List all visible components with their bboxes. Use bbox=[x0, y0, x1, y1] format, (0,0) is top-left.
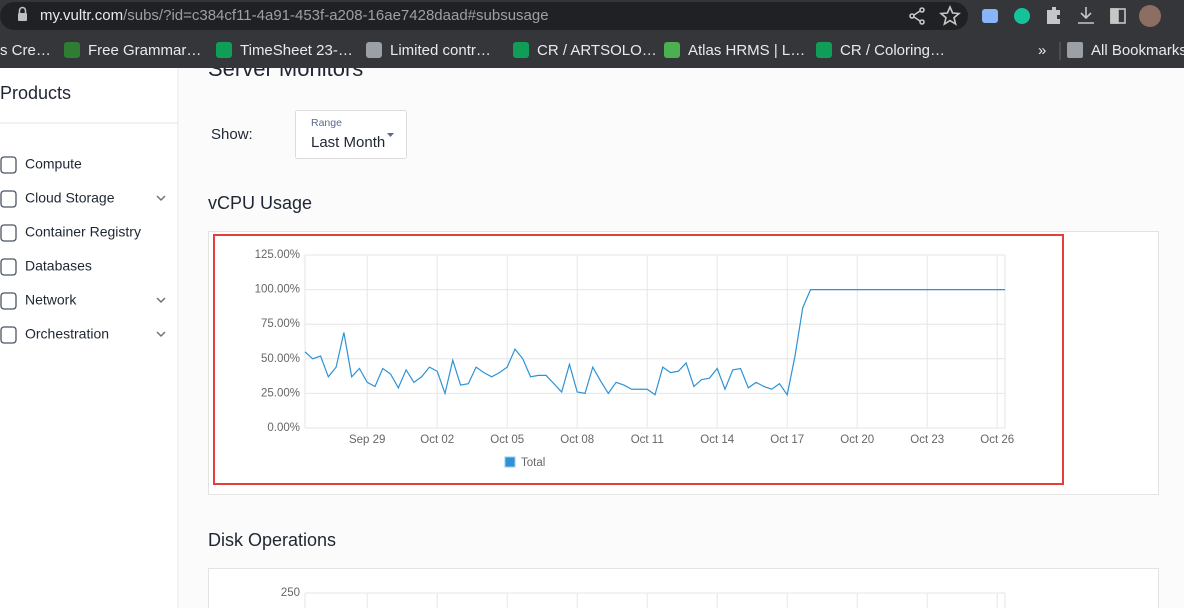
toolbar-icons[interactable] bbox=[909, 4, 1161, 27]
y-tick-label: 100.00% bbox=[255, 284, 300, 296]
bookmark[interactable]: Limited contr… bbox=[390, 42, 491, 59]
x-tick-label: Oct 23 bbox=[910, 434, 944, 446]
bookmark[interactable]: CR / Coloring… bbox=[840, 42, 945, 59]
bookmark-icon bbox=[1067, 42, 1083, 58]
range-select[interactable] bbox=[295, 110, 407, 159]
sidebar-item[interactable]: Compute bbox=[25, 156, 82, 172]
x-tick-label: Sep 29 bbox=[349, 434, 385, 446]
bookmark-icon bbox=[816, 42, 832, 58]
legend-label[interactable]: Total bbox=[521, 457, 545, 469]
y-tick-label: 0.00% bbox=[267, 422, 300, 434]
item-icon bbox=[0, 156, 17, 174]
x-tick-label: Oct 14 bbox=[700, 434, 734, 446]
lock-icon bbox=[18, 6, 27, 21]
x-tick-label: Oct 20 bbox=[840, 434, 874, 446]
sidebar-item[interactable]: Cloud Storage bbox=[25, 190, 115, 206]
chevrons[interactable] bbox=[156, 195, 166, 338]
url-host: my.vultr.com bbox=[40, 7, 123, 24]
cpu-chart: 0.00% 25.00% 50.00% 75.00% 100.00% 125.00% Sep… bbox=[255, 249, 1015, 469]
url[interactable]: my.vultr.com/subs/?id=c384cf11-4a91-453f… bbox=[40, 7, 549, 24]
x-tick-label: Oct 02 bbox=[420, 434, 454, 446]
sidebar-item[interactable]: Network bbox=[25, 292, 77, 308]
sidebar-items: Compute Cloud Storage Container Registry Da… bbox=[0, 156, 141, 344]
bookmarks-bar: s Cre… Free Grammar… TimeSheet 23-… Limited… bbox=[0, 42, 1184, 60]
bookmark-icon bbox=[664, 42, 680, 58]
x-tick-label: Oct 08 bbox=[560, 434, 594, 446]
y-tick-label: 125.00% bbox=[255, 249, 300, 261]
chart-title: vCPU Usage bbox=[208, 193, 312, 213]
sidebar-title: Products bbox=[0, 83, 71, 103]
select-caret bbox=[387, 133, 394, 137]
bookmark[interactable]: TimeSheet 23-… bbox=[240, 42, 353, 59]
disk-chart: 250 bbox=[281, 587, 1006, 608]
show-label: Show: bbox=[211, 126, 253, 143]
bookmark-icon bbox=[366, 42, 382, 58]
range-value: Last Month bbox=[311, 134, 385, 151]
data-line bbox=[304, 289, 1005, 397]
y-tick-label: 250 bbox=[281, 587, 300, 599]
item-icon bbox=[0, 224, 17, 242]
bookmark[interactable]: Atlas HRMS | L… bbox=[688, 42, 805, 59]
y-tick-label: 25.00% bbox=[261, 387, 300, 399]
bookmark-icon bbox=[513, 42, 529, 58]
chart-panel bbox=[208, 568, 1159, 608]
range-label: Range bbox=[311, 117, 342, 129]
bookmark-icon bbox=[216, 42, 232, 58]
item-icon bbox=[0, 190, 17, 208]
bookmark[interactable]: s Cre… bbox=[0, 42, 51, 59]
sidebar bbox=[0, 68, 178, 608]
sidebar-item[interactable]: Container Registry bbox=[25, 224, 141, 240]
chart-panel bbox=[208, 231, 1159, 495]
bookmark[interactable]: Free Grammar… bbox=[88, 42, 201, 59]
x-tick-label: Oct 05 bbox=[490, 434, 524, 446]
address-bar[interactable] bbox=[0, 2, 968, 30]
x-tick-label: Oct 11 bbox=[631, 434, 664, 446]
bookmark-icon bbox=[64, 42, 80, 58]
x-tick-label: Oct 17 bbox=[770, 434, 804, 446]
bookmark[interactable]: » bbox=[1038, 42, 1046, 59]
bookmark[interactable]: All Bookmarks bbox=[1091, 42, 1184, 59]
bookmark[interactable]: CR / ARTSOLO… bbox=[537, 42, 657, 59]
y-tick-label: 75.00% bbox=[261, 318, 300, 330]
chart-title: Disk Operations bbox=[208, 530, 336, 550]
sidebar-item[interactable]: Orchestration bbox=[25, 326, 109, 342]
highlight-box bbox=[213, 234, 1064, 485]
y-tick-label: 50.00% bbox=[261, 353, 300, 365]
x-tick-label: Oct 26 bbox=[980, 434, 1014, 446]
item-icon bbox=[0, 292, 17, 310]
item-icon bbox=[0, 258, 17, 276]
url-path: /subs/?id=c384cf11-4a91-453f-a208-16ae74… bbox=[123, 7, 548, 24]
sidebar-item[interactable]: Databases bbox=[25, 258, 92, 274]
legend-swatch bbox=[504, 456, 516, 468]
item-icon bbox=[0, 326, 17, 344]
